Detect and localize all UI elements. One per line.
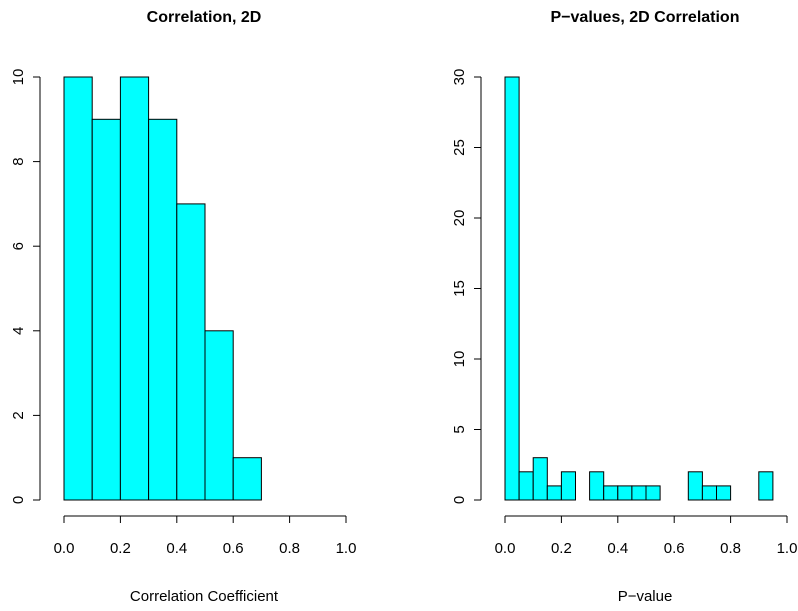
- x-tick-label: 0.8: [279, 540, 300, 557]
- x-tick-label: 0.6: [664, 540, 685, 557]
- histogram-bar: [532, 457, 548, 501]
- pvalue-histogram-panel: P−values, 2D Correlation 0.0 0.2 0.4 0.6 0.8…: [451, 9, 797, 605]
- x-tick-label: 0.4: [607, 540, 628, 557]
- histogram-bar: [176, 203, 206, 501]
- chart-title: P−values, 2D Correlation: [551, 9, 740, 26]
- x-tick-label: 0.0: [54, 540, 75, 557]
- bars: [63, 76, 262, 501]
- histogram-bar: [603, 485, 619, 501]
- histogram-bar: [232, 457, 262, 501]
- y-tick-label: 15: [451, 280, 468, 297]
- histogram-bar: [701, 485, 718, 501]
- x-tick-label: 0.2: [551, 540, 572, 557]
- y-tick-label: 25: [451, 139, 468, 156]
- y-tick-label: 20: [451, 210, 468, 227]
- y-tick-label: 0: [10, 496, 27, 504]
- histogram-bar: [560, 471, 577, 501]
- x-tick-label: 0.4: [166, 540, 187, 557]
- histogram-bar: [204, 330, 234, 501]
- histogram-bar: [148, 118, 178, 501]
- histogram-bar: [758, 471, 774, 501]
- x-tick-label: 0.8: [720, 540, 741, 557]
- histogram-bar: [91, 118, 121, 501]
- histogram-bar: [645, 485, 661, 501]
- x-axis-label: Correlation Coefficient: [130, 588, 279, 605]
- y-tick-label: 10: [10, 69, 27, 86]
- y-tick-label: 10: [451, 351, 468, 368]
- y-tick-label: 5: [451, 425, 468, 433]
- histogram-bar: [716, 485, 732, 501]
- histogram-bar: [631, 485, 647, 501]
- y-axis-ticks: 0 5 10 15 20 25 30: [451, 69, 481, 504]
- y-tick-label: 30: [451, 69, 468, 86]
- correlation-histogram-panel: Correlation, 2D 0.0 0.2 0.4 0.6 0.8 1.0 0 2 4 6 8…: [10, 9, 356, 605]
- histogram-bar: [119, 76, 150, 501]
- y-tick-label: 6: [10, 242, 27, 250]
- x-tick-label: 0.6: [223, 540, 244, 557]
- x-axis-ticks: 0.0 0.2 0.4 0.6 0.8 1.0: [54, 516, 357, 557]
- histogram-bar: [546, 485, 562, 501]
- chart-title: Correlation, 2D: [147, 9, 262, 26]
- bars: [504, 76, 774, 501]
- histogram-bar: [617, 485, 633, 501]
- y-axis-ticks: 0 2 4 6 8 10: [10, 69, 40, 504]
- x-tick-label: 0.0: [495, 540, 516, 557]
- histogram-bar: [687, 471, 703, 501]
- x-axis-label: P−value: [618, 588, 673, 605]
- histogram-bar: [63, 76, 93, 501]
- y-tick-label: 0: [451, 496, 468, 504]
- x-tick-label: 0.2: [110, 540, 131, 557]
- y-tick-label: 4: [10, 327, 27, 335]
- x-axis-ticks: 0.0 0.2 0.4 0.6 0.8 1.0: [495, 516, 798, 557]
- y-tick-label: 8: [10, 157, 27, 165]
- histogram-bar: [518, 471, 534, 501]
- histogram-bar: [589, 471, 605, 501]
- histogram-bar: [504, 76, 520, 501]
- x-tick-label: 1.0: [777, 540, 798, 557]
- x-tick-label: 1.0: [336, 540, 357, 557]
- y-tick-label: 2: [10, 411, 27, 419]
